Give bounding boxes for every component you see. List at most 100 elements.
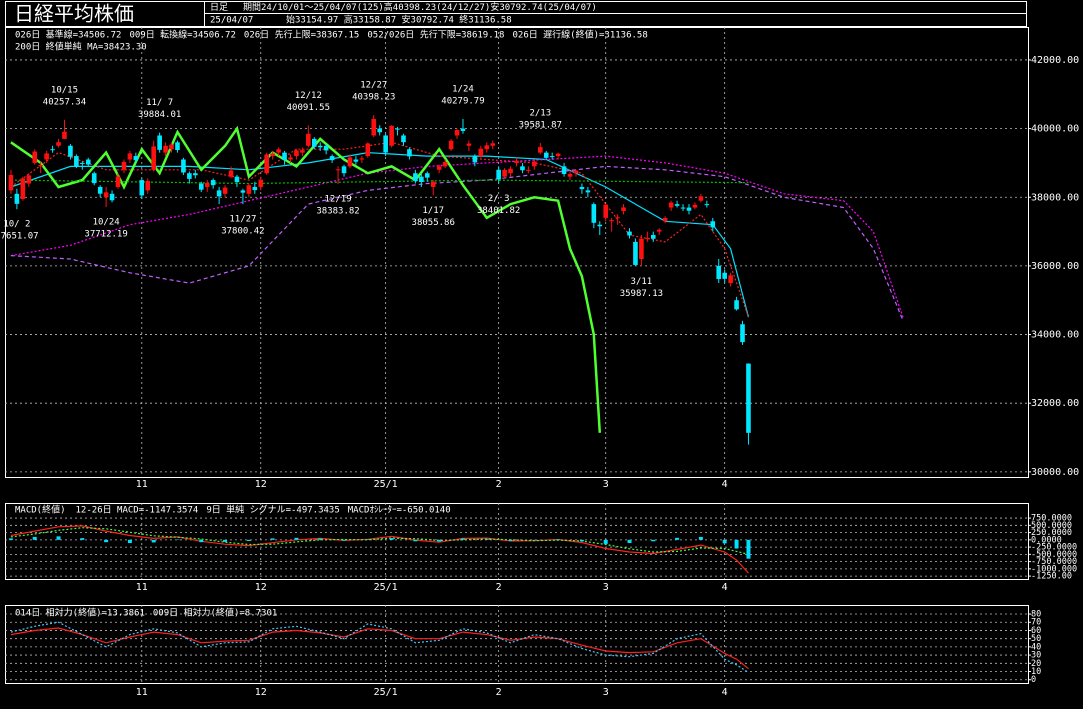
annotation-value: 39581.87 (519, 120, 562, 130)
candle-body (627, 231, 632, 236)
y-tick-label: -1000.000 (1031, 564, 1077, 574)
annotation-date: 12/27 (360, 80, 387, 90)
x-tick-label: 2 (496, 479, 502, 490)
histogram-bar (746, 539, 751, 559)
candle-body (240, 190, 246, 193)
candle-body (44, 153, 49, 160)
legend-entry: 026日 遅行線(終値)=31136.58 (512, 29, 647, 41)
candle-body (603, 204, 609, 218)
histogram-bar (579, 539, 584, 542)
annotation-date: 12/19 (325, 195, 352, 205)
candle-body (490, 143, 496, 146)
candle-body (198, 183, 204, 190)
candle-body (543, 152, 549, 158)
candle-body (716, 265, 722, 280)
candle-body (430, 181, 436, 187)
candle-body (133, 156, 139, 161)
candle-body (704, 204, 710, 206)
y-tick-label: 70 (1031, 618, 1041, 628)
candle-body (56, 142, 61, 146)
candle-body (442, 162, 448, 167)
candle-body (151, 146, 156, 170)
candle-body (567, 173, 573, 177)
y-tick-label: 34000.00 (1031, 330, 1079, 341)
candle-body (97, 186, 103, 194)
candle-body (650, 235, 656, 239)
x-tick-label: 4 (722, 479, 728, 490)
x-tick-label: 25/1 (374, 687, 398, 698)
y-tick-label: 32000.00 (1031, 398, 1079, 409)
series-line (10, 525, 749, 574)
candle-body (50, 149, 55, 151)
x-tick-label: 12 (255, 582, 267, 593)
candle-body (662, 217, 668, 222)
candle-body (591, 204, 597, 223)
legend-entry: 009日 転換線=34506.72 (129, 29, 235, 41)
legend-entry: 200日 終値単純 MA=38423.30 (15, 41, 147, 53)
candle-body (38, 165, 43, 167)
annotation-value: 38383.82 (316, 207, 359, 217)
candle-body (508, 168, 513, 174)
annotation-date: 10/ 2 (3, 220, 30, 230)
candle-body (698, 196, 704, 201)
annotation-date: 11/ 7 (146, 98, 173, 108)
candle-body (407, 149, 412, 157)
y-tick-label: 20 (1031, 659, 1041, 669)
histogram-bar (175, 539, 180, 541)
legend-entry: 026日 先行上限=38367.15 (244, 29, 359, 41)
y-tick-label: 36000.00 (1031, 261, 1079, 272)
candle-body (157, 135, 162, 150)
candle-body (561, 166, 567, 174)
candle-body (680, 207, 686, 209)
y-tick-label: 42000.00 (1031, 55, 1079, 66)
y-tick-label: 0.0000 (1031, 535, 1062, 545)
candle-body (692, 204, 698, 208)
chart-title: 日経平均株価 (14, 2, 134, 26)
candle-body (609, 220, 614, 222)
candle-body (656, 229, 662, 232)
y-tick-label: 38000.00 (1031, 192, 1079, 203)
candle-body (466, 143, 472, 146)
candle-body (579, 186, 585, 190)
candle-body (323, 145, 329, 151)
candle-body (377, 128, 383, 133)
annotation-date: 1/24 (452, 84, 474, 94)
series-line (10, 179, 749, 185)
y-tick-label: 40000.00 (1031, 124, 1079, 135)
candle-body (85, 159, 91, 165)
candle-body (32, 151, 38, 163)
candle-body (68, 145, 73, 157)
y-tick-label: 80 (1031, 610, 1041, 620)
candle-body (740, 324, 745, 343)
candle-body (109, 193, 115, 201)
candle-body (228, 170, 234, 177)
panel-frame (5, 605, 1029, 684)
y-tick-label: 30 (1031, 651, 1041, 661)
y-tick-label: 50 (1031, 634, 1041, 644)
candle-body (668, 202, 674, 208)
panel-title: MACD(終値) (15, 504, 66, 516)
period-summary: 期間24/10/01～25/04/07(125)高40398.23(24/12/… (243, 1, 597, 13)
candle-body (639, 238, 644, 260)
candle-body (674, 204, 680, 206)
candle-body (74, 156, 79, 166)
histogram-bar (127, 539, 132, 544)
candle-body (389, 125, 394, 146)
histogram-bar (294, 537, 299, 540)
x-tick-label: 11 (136, 479, 148, 490)
panel-frame (5, 503, 1029, 580)
series-line (10, 155, 904, 318)
annotation-date: 11/27 (229, 215, 256, 225)
candle-body (317, 145, 323, 148)
candle-body (264, 154, 269, 174)
x-tick-label: 11 (136, 582, 148, 593)
annotation-date: 2/13 (529, 108, 551, 118)
candle-body (300, 150, 305, 153)
histogram-bar (651, 539, 656, 542)
annotation-value: 37800.42 (221, 227, 264, 237)
candle-body (288, 157, 293, 160)
series-line (10, 125, 602, 433)
x-tick-label: 2 (496, 582, 502, 593)
histogram-bar (484, 538, 489, 540)
candle-body (20, 178, 26, 199)
